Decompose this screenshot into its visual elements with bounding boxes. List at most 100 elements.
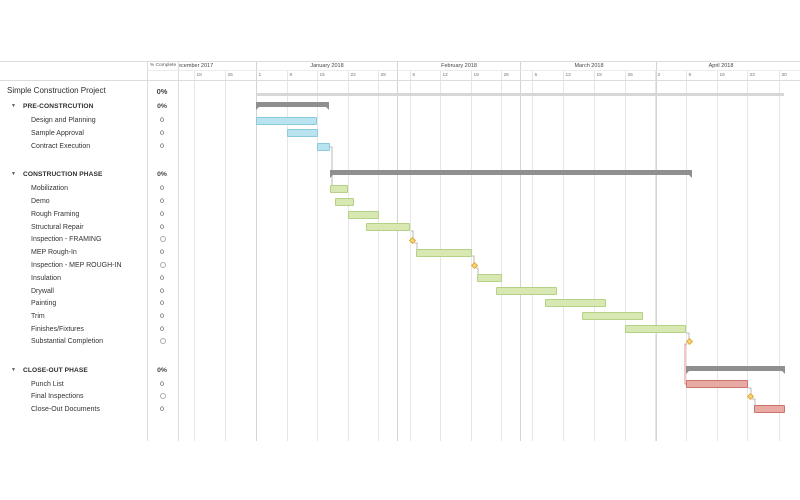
week-grid-line bbox=[532, 70, 533, 441]
task-name[interactable]: MEP Rough-In bbox=[31, 249, 77, 256]
task-percent: 0 bbox=[160, 224, 164, 231]
week-grid-line bbox=[317, 70, 318, 441]
month-label-december: ecember 2017 bbox=[178, 63, 214, 69]
day-tick-label: 12 bbox=[565, 73, 571, 78]
task-bar[interactable] bbox=[256, 117, 317, 125]
day-tick-label: 26 bbox=[627, 73, 633, 78]
task-name[interactable]: Substantial Completion bbox=[31, 338, 103, 345]
task-name[interactable]: Close-Out Documents bbox=[31, 406, 100, 413]
task-name[interactable]: Mobilization bbox=[31, 185, 68, 192]
task-name[interactable]: Inspection - FRAMING bbox=[31, 236, 102, 243]
collapse-caret-icon[interactable]: ▼ bbox=[11, 103, 16, 109]
section-name[interactable]: CONSTRUCTION PHASE bbox=[23, 171, 103, 178]
header-top-line bbox=[0, 61, 800, 62]
month-grid-line bbox=[656, 61, 657, 441]
day-tick-label: 19 bbox=[596, 73, 602, 78]
task-bar[interactable] bbox=[496, 287, 557, 295]
day-tick-label: 5 bbox=[412, 73, 416, 78]
task-name[interactable]: Insulation bbox=[31, 275, 61, 282]
section-summary-bar[interactable] bbox=[686, 366, 785, 374]
week-grid-line bbox=[225, 70, 226, 441]
task-bar[interactable] bbox=[686, 380, 748, 388]
column-divider-name bbox=[147, 61, 148, 441]
week-grid-line bbox=[194, 70, 195, 441]
collapse-caret-icon[interactable]: ▼ bbox=[11, 367, 16, 373]
section-name[interactable]: PRE-CONSTRCUTION bbox=[23, 103, 94, 110]
task-name[interactable]: Drywall bbox=[31, 288, 54, 295]
milestone-status-circle-icon[interactable] bbox=[160, 338, 166, 344]
milestone-status-circle-icon[interactable] bbox=[160, 393, 166, 399]
week-grid-line bbox=[378, 70, 379, 441]
dependency-line bbox=[411, 230, 414, 239]
percent-complete-header[interactable]: % Complete bbox=[150, 63, 177, 68]
week-grid-line bbox=[563, 70, 564, 441]
task-bar[interactable] bbox=[366, 223, 410, 231]
task-bar[interactable] bbox=[625, 325, 686, 333]
task-bar[interactable] bbox=[416, 249, 472, 257]
task-bar[interactable] bbox=[348, 211, 379, 219]
collapse-caret-icon[interactable]: ▼ bbox=[11, 171, 16, 177]
month-label-april: April 2018 bbox=[708, 63, 734, 69]
section-percent: 0% bbox=[157, 103, 167, 110]
project-percent: 0% bbox=[156, 87, 168, 96]
milestone-status-circle-icon[interactable] bbox=[160, 262, 166, 268]
day-tick-label: 29 bbox=[380, 73, 386, 78]
task-bar[interactable] bbox=[330, 185, 348, 193]
task-name[interactable]: Structural Repair bbox=[31, 224, 84, 231]
task-percent: 0 bbox=[160, 130, 164, 137]
dependency-line-critical bbox=[684, 343, 687, 385]
day-tick-label: 16 bbox=[719, 73, 725, 78]
day-tick-label: 26 bbox=[503, 73, 509, 78]
task-name[interactable]: Finishes/Fixtures bbox=[31, 326, 84, 333]
task-percent: 0 bbox=[160, 313, 164, 320]
task-name[interactable]: Rough Framing bbox=[31, 211, 80, 218]
task-percent: 0 bbox=[160, 275, 164, 282]
task-name[interactable]: Painting bbox=[31, 300, 57, 307]
task-name[interactable]: Sample Approval bbox=[31, 130, 84, 137]
day-tick-label: 5 bbox=[534, 73, 538, 78]
section-summary-bar[interactable] bbox=[330, 170, 692, 178]
month-grid-line bbox=[520, 61, 521, 441]
week-grid-line bbox=[625, 70, 626, 441]
task-percent: 0 bbox=[160, 406, 164, 413]
task-bar[interactable] bbox=[477, 274, 502, 282]
week-grid-line bbox=[410, 70, 411, 441]
task-bar[interactable] bbox=[335, 198, 354, 206]
dependency-line bbox=[330, 146, 333, 188]
month-label-march: March 2018 bbox=[574, 63, 604, 69]
day-tick-label: 8 bbox=[289, 73, 293, 78]
task-name[interactable]: Punch List bbox=[31, 381, 64, 388]
day-tick-label: 19 bbox=[473, 73, 479, 78]
task-name[interactable]: Contract Execution bbox=[31, 143, 91, 150]
column-divider-percent bbox=[178, 61, 179, 441]
project-name[interactable]: Simple Construction Project bbox=[7, 86, 106, 95]
task-name[interactable]: Trim bbox=[31, 313, 45, 320]
task-bar[interactable] bbox=[582, 312, 643, 320]
task-percent: 0 bbox=[160, 300, 164, 307]
month-label-january: January 2018 bbox=[310, 63, 344, 69]
task-percent: 0 bbox=[160, 211, 164, 218]
task-bar[interactable] bbox=[545, 299, 606, 307]
day-tick-label: 22 bbox=[350, 73, 356, 78]
day-tick-label: 15 bbox=[319, 73, 325, 78]
day-tick-label: 2 bbox=[657, 73, 661, 78]
task-name[interactable]: Demo bbox=[31, 198, 50, 205]
day-tick-label: 23 bbox=[749, 73, 755, 78]
task-bar[interactable] bbox=[287, 129, 318, 137]
task-percent: 0 bbox=[160, 198, 164, 205]
task-percent: 0 bbox=[160, 117, 164, 124]
task-bar[interactable] bbox=[754, 405, 785, 413]
week-grid-line bbox=[779, 70, 780, 441]
week-grid-line bbox=[747, 70, 748, 441]
section-name[interactable]: CLOSE-OUT PHASE bbox=[23, 367, 88, 374]
month-label-february: February 2018 bbox=[441, 63, 477, 69]
task-name[interactable]: Design and Planning bbox=[31, 117, 96, 124]
week-grid-line bbox=[686, 70, 687, 441]
milestone-status-circle-icon[interactable] bbox=[160, 236, 166, 242]
section-summary-bar[interactable] bbox=[256, 102, 329, 110]
task-name[interactable]: Final Inspections bbox=[31, 393, 84, 400]
task-name[interactable]: Inspection - MEP ROUGH-IN bbox=[31, 262, 122, 269]
task-percent: 0 bbox=[160, 185, 164, 192]
task-bar[interactable] bbox=[317, 143, 330, 151]
project-summary-bar[interactable] bbox=[256, 93, 784, 96]
